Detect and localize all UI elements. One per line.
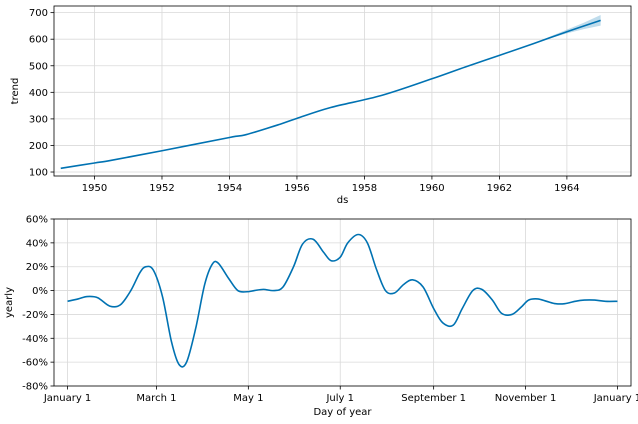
plot-frame [53, 218, 632, 387]
x-axis-label: ds [337, 195, 349, 206]
y-tick-label: 500 [29, 61, 48, 72]
y-tick-label: 400 [29, 88, 48, 99]
y-tick-label: 20% [26, 262, 48, 273]
x-tick-label: January 1 [43, 393, 91, 404]
y-tick-label: 40% [26, 238, 48, 249]
x-tick-label: 1960 [419, 183, 444, 194]
x-tick-label: 1954 [217, 183, 242, 194]
y-tick-label: -80% [22, 382, 48, 393]
y-tick-label: -40% [22, 334, 48, 345]
y-tick-label: -60% [22, 358, 48, 369]
y-tick-label: -20% [22, 310, 48, 321]
y-tick-label: 600 [29, 35, 48, 46]
x-tick-label: March 1 [136, 393, 176, 404]
yearly-chart: January 1 March 1 May 1 July 1 September 1 No… [4, 215, 638, 419]
y-tick-label: 700 [29, 8, 48, 19]
x-tick-label: 1950 [82, 183, 107, 194]
x-tick-label: November 1 [495, 393, 557, 404]
trend-chart: 1950 1952 1954 1956 1958 1960 1962 1964 100 200 30… [10, 5, 632, 206]
x-tick-label: May 1 [233, 393, 263, 404]
x-tick-label: 1956 [284, 183, 309, 194]
y-tick-label: 200 [29, 141, 48, 152]
y-tick-label: 0% [32, 286, 48, 297]
trend-series-line [60, 19, 601, 170]
uncertainty-band [533, 15, 601, 44]
x-tick-label: 1952 [149, 183, 174, 194]
x-axis-label: Day of year [313, 407, 372, 418]
y-tick-label: 100 [29, 168, 48, 179]
y-tick-label: 300 [29, 114, 48, 125]
x-tick-label: September 1 [401, 393, 466, 404]
y-axis-label: yearly [4, 287, 15, 318]
x-tick-label: 1958 [352, 183, 377, 194]
x-tick-label: 1962 [487, 183, 512, 194]
x-tick-label: July 1 [325, 393, 354, 404]
x-tick-label: 1964 [554, 183, 579, 194]
yearly-series-line [67, 233, 618, 368]
x-tick-label: January 1 [593, 393, 638, 404]
y-axis-label: trend [10, 78, 21, 105]
y-tick-label: 60% [26, 215, 48, 226]
plot-frame [53, 5, 632, 177]
